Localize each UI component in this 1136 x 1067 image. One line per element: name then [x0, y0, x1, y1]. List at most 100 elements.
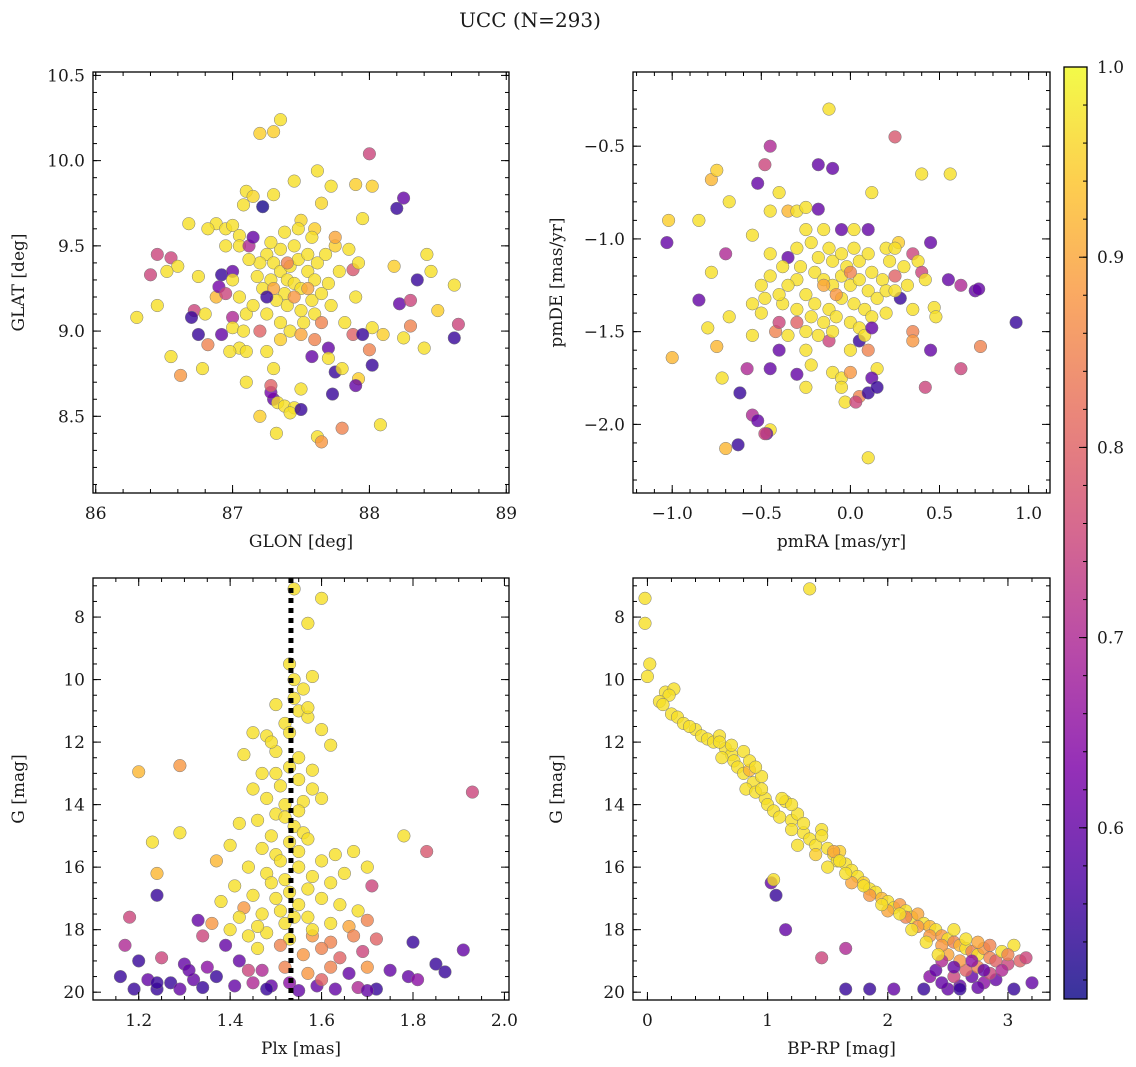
- data-point: [239, 344, 253, 359]
- data-point: [150, 888, 164, 902]
- data-point: [943, 167, 957, 181]
- data-point: [273, 938, 287, 952]
- y-tick-label: −1.5: [584, 323, 625, 343]
- data-point: [369, 932, 383, 946]
- data-point: [799, 200, 813, 214]
- data-point: [253, 324, 267, 338]
- data-point: [324, 738, 338, 752]
- data-point: [223, 838, 237, 852]
- data-point: [456, 943, 470, 957]
- data-point: [127, 982, 141, 996]
- data-point: [349, 177, 363, 192]
- data-point: [291, 222, 305, 236]
- data-point: [1009, 315, 1023, 329]
- y-axis-label: G [mag]: [547, 754, 567, 823]
- y-tick-label: −2.0: [584, 415, 625, 435]
- data-point: [305, 293, 319, 307]
- data-point: [804, 358, 818, 372]
- data-point: [287, 290, 301, 304]
- data-point: [315, 591, 329, 605]
- y-tick-label: −0.5: [584, 137, 625, 157]
- data-point: [767, 873, 781, 887]
- data-point: [200, 960, 214, 974]
- data-point: [253, 126, 267, 140]
- data-point: [722, 195, 736, 209]
- data-point: [319, 247, 333, 261]
- data-point: [804, 310, 818, 324]
- data-point: [410, 273, 424, 287]
- data-point: [324, 960, 338, 974]
- data-point: [839, 941, 853, 955]
- data-point: [779, 923, 793, 937]
- data-point: [826, 325, 840, 339]
- colorbar-frame: [1063, 66, 1088, 1000]
- data-point: [253, 409, 267, 423]
- data-point: [365, 358, 379, 372]
- data-point: [769, 888, 783, 902]
- x-tick-label: 1.0: [1015, 504, 1042, 524]
- data-point: [911, 254, 925, 268]
- x-tick-label: 86: [85, 504, 107, 524]
- data-point: [301, 966, 315, 980]
- data-point: [451, 317, 465, 331]
- data-point: [314, 435, 329, 449]
- data-point: [420, 844, 434, 859]
- data-point: [347, 844, 361, 859]
- data-point: [246, 782, 260, 796]
- data-point: [791, 807, 805, 821]
- data-point: [745, 228, 759, 242]
- y-tick-label: 20: [63, 983, 85, 1003]
- panel-pmra-pmde: −1.0 −0.5 0.0 0.5 1.0 −2.0 −1.5 −1.0 −0.5 pmRA [m…: [547, 71, 1051, 552]
- data-point: [763, 269, 777, 283]
- data-point: [349, 290, 363, 304]
- data-point: [301, 701, 315, 715]
- data-point: [239, 375, 253, 389]
- data-point: [301, 616, 315, 630]
- data-point: [236, 198, 251, 212]
- data-point: [983, 938, 997, 952]
- data-point: [173, 982, 187, 996]
- data-point: [847, 241, 861, 255]
- data-point: [849, 395, 863, 409]
- data-point: [191, 327, 205, 342]
- data-point: [294, 327, 308, 342]
- data-point: [150, 866, 164, 880]
- data-point: [209, 854, 223, 868]
- data-point: [150, 247, 164, 261]
- data-point: [775, 791, 789, 805]
- data-point: [387, 259, 401, 273]
- data-point: [365, 321, 379, 335]
- data-point: [292, 898, 306, 912]
- data-point: [887, 982, 901, 996]
- data-point: [164, 976, 178, 990]
- data-point: [376, 327, 390, 342]
- data-point: [246, 298, 260, 313]
- colorbar-tick-label: 0.8: [1097, 438, 1124, 458]
- data-point: [196, 929, 210, 943]
- data-point: [815, 951, 829, 965]
- data-point: [656, 698, 670, 712]
- data-point: [740, 362, 754, 376]
- data-point: [773, 810, 787, 824]
- data-point: [403, 293, 418, 307]
- data-point: [305, 350, 319, 364]
- data-point: [817, 223, 831, 237]
- scatter-points: [113, 582, 479, 998]
- data-point: [365, 179, 379, 193]
- data-point: [123, 910, 137, 924]
- data-point: [790, 315, 804, 329]
- data-point: [803, 582, 817, 596]
- data-point: [704, 265, 718, 279]
- data-point: [733, 386, 747, 400]
- data-point: [241, 963, 255, 977]
- data-point: [292, 844, 306, 859]
- data-point: [763, 247, 777, 261]
- data-point: [296, 682, 310, 696]
- data-point: [924, 236, 938, 250]
- x-axis-label: Plx [mas]: [261, 1039, 341, 1059]
- data-point: [351, 256, 366, 270]
- data-point: [715, 751, 729, 765]
- data-point: [791, 838, 805, 852]
- x-tick-label: 1.4: [217, 1011, 244, 1031]
- data-point: [799, 223, 813, 237]
